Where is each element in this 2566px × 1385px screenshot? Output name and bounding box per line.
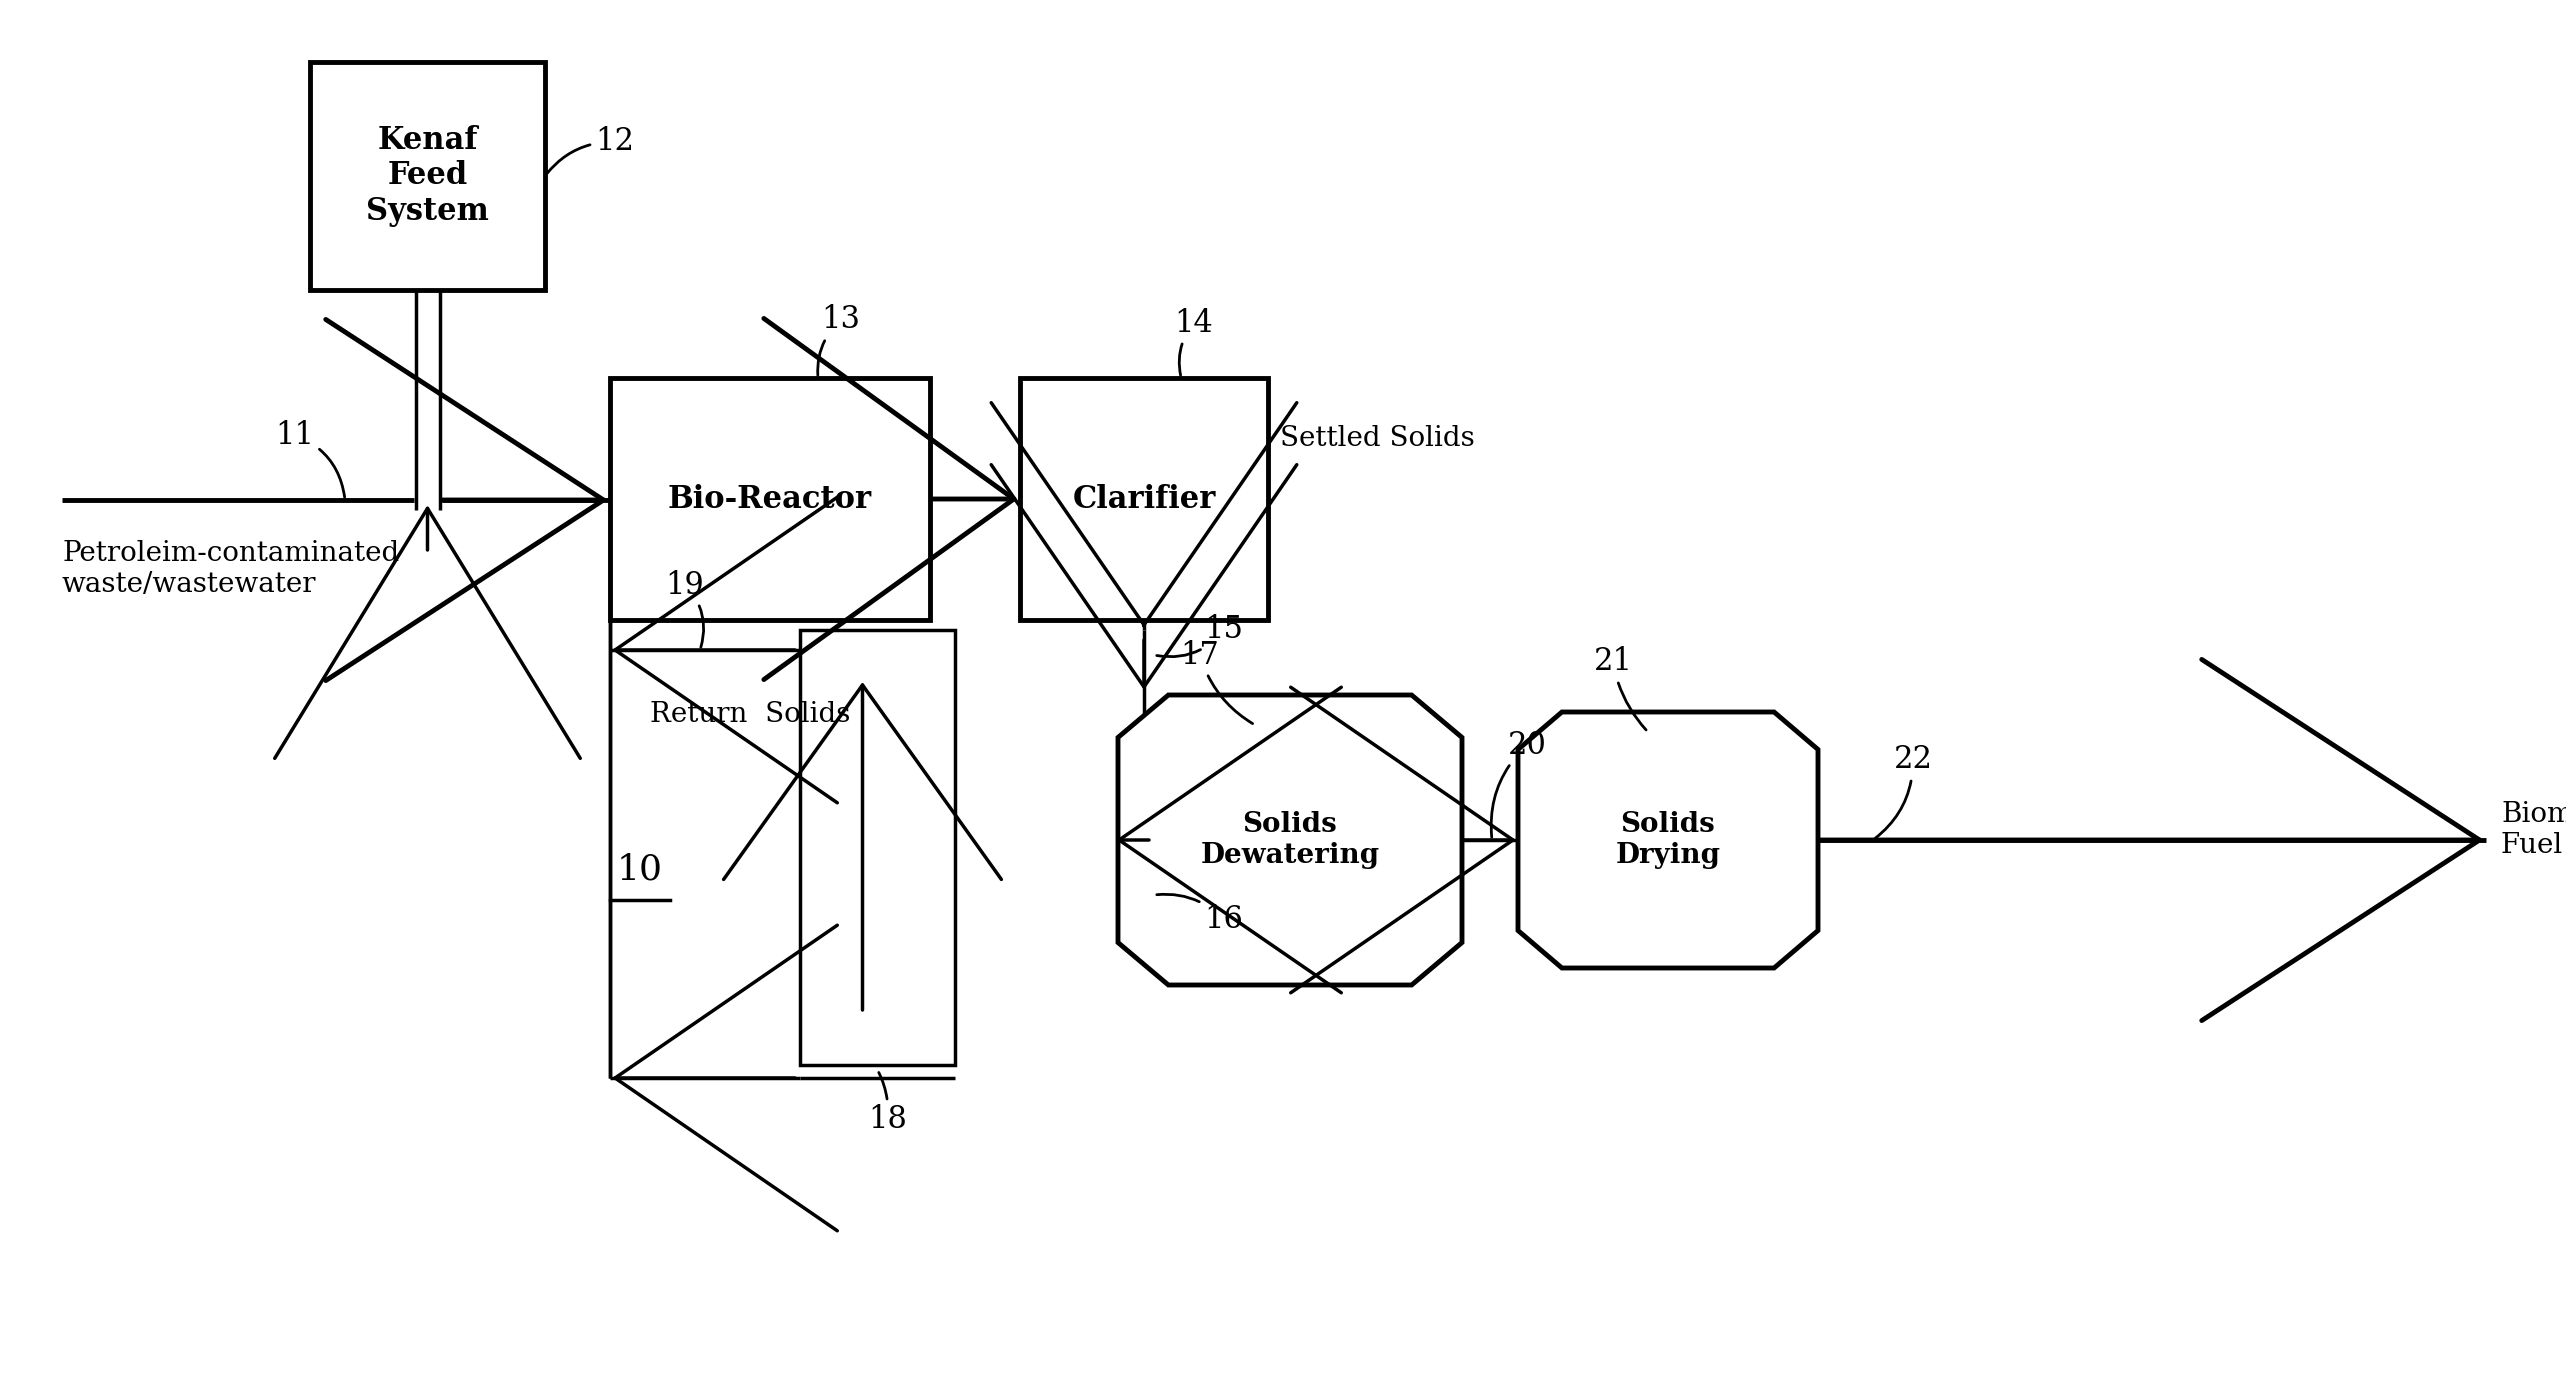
- Text: Bio-Reactor: Bio-Reactor: [667, 483, 872, 514]
- Polygon shape: [1119, 695, 1463, 985]
- Text: Biomas
Fuel: Biomas Fuel: [2502, 801, 2566, 859]
- Text: 21: 21: [1593, 647, 1647, 730]
- Text: Petroleim-contaminated
waste/wastewater: Petroleim-contaminated waste/wastewater: [62, 540, 400, 598]
- Text: 14: 14: [1175, 307, 1214, 375]
- Text: 18: 18: [867, 1072, 906, 1136]
- Bar: [1021, 378, 1268, 620]
- Bar: [801, 630, 955, 1065]
- Text: 19: 19: [665, 569, 706, 647]
- Text: 10: 10: [616, 853, 662, 886]
- Text: 13: 13: [819, 305, 860, 375]
- Text: 15: 15: [1157, 615, 1245, 656]
- Text: 17: 17: [1180, 640, 1252, 723]
- Polygon shape: [1519, 712, 1817, 968]
- Text: Settled Solids: Settled Solids: [1280, 424, 1475, 452]
- Text: Solids
Dewatering: Solids Dewatering: [1201, 810, 1381, 870]
- Text: 16: 16: [1157, 895, 1245, 935]
- Text: Return  Solids: Return Solids: [649, 701, 849, 729]
- Bar: [310, 62, 544, 289]
- Text: Solids
Drying: Solids Drying: [1617, 810, 1719, 870]
- Text: 12: 12: [547, 126, 634, 173]
- Text: Clarifier: Clarifier: [1073, 483, 1216, 514]
- Text: 22: 22: [1876, 745, 1932, 838]
- Text: 20: 20: [1491, 730, 1547, 838]
- Text: 11: 11: [275, 420, 344, 497]
- Bar: [611, 378, 929, 620]
- Text: Kenaf
Feed
System: Kenaf Feed System: [367, 125, 490, 227]
